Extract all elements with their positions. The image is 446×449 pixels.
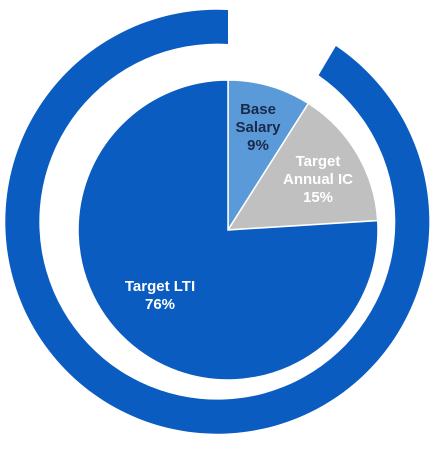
pie-slice <box>227 79 310 233</box>
category-label: Target LTI <box>124 278 196 295</box>
pie-slice <box>77 79 379 381</box>
category-label: Target Annual IC <box>283 153 353 188</box>
pie-slice <box>226 102 379 231</box>
slice-label: Base Salary 9% <box>228 101 288 155</box>
value-label: 9% <box>247 137 269 154</box>
category-label: Base Salary <box>235 101 281 136</box>
slice-label: Target Annual IC 15% <box>273 153 363 207</box>
value-label: 76% <box>144 296 176 313</box>
value-label: 15% <box>302 189 334 206</box>
slice-label: Target LTI 76% <box>100 278 220 314</box>
